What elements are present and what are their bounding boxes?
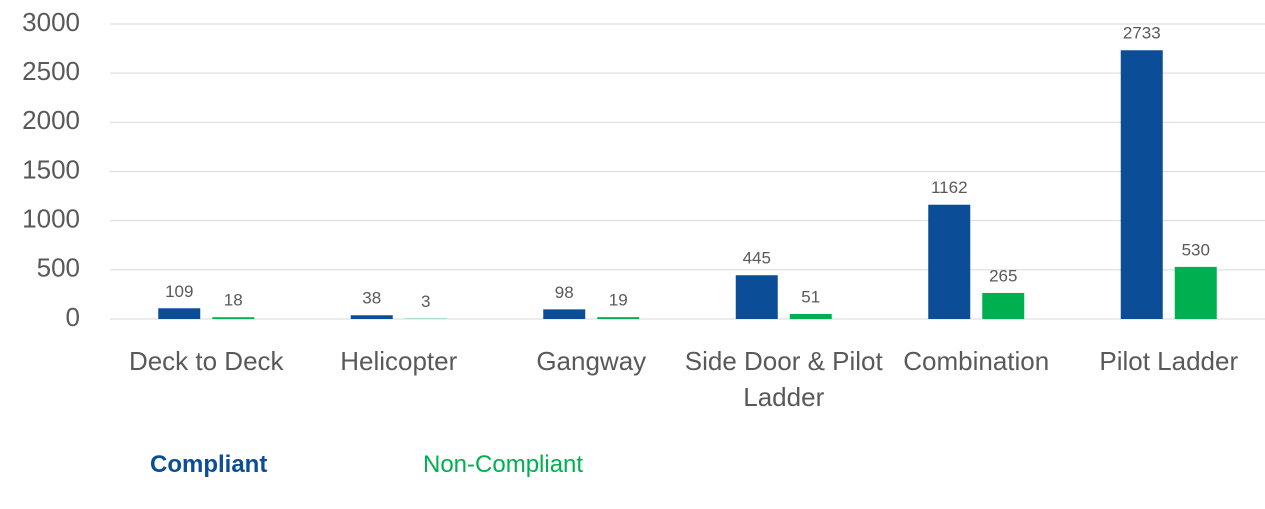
- y-tick-label: 500: [37, 253, 80, 283]
- legend-entry: Compliant: [150, 451, 268, 478]
- data-label: 445: [743, 249, 771, 268]
- bar: [158, 308, 201, 319]
- bar: [212, 317, 255, 319]
- x-tick-label: Side Door & Pilot Ladder: [684, 346, 883, 412]
- y-tick-label: 3000: [22, 7, 80, 37]
- bar: [735, 275, 778, 319]
- data-label: 2733: [1123, 24, 1161, 43]
- x-tick-label: Combination: [903, 346, 1050, 376]
- bar: [1120, 50, 1163, 319]
- x-tick-label: Deck to Deck: [128, 346, 284, 376]
- legend-entry: Non-Compliant: [423, 451, 584, 478]
- data-label: 530: [1182, 240, 1210, 259]
- y-tick-label: 1500: [22, 154, 80, 184]
- y-tick-label: 1000: [22, 204, 80, 234]
- x-tick-label: Gangway: [536, 346, 647, 376]
- bar: [350, 315, 393, 319]
- bar: [928, 204, 971, 319]
- data-label: 19: [609, 291, 628, 310]
- bar: [543, 309, 586, 319]
- x-tick-label: Pilot Ladder: [1099, 346, 1239, 376]
- x-tick-label: Helicopter: [340, 346, 458, 376]
- data-label: 3: [421, 292, 430, 311]
- data-label: 109: [165, 282, 193, 301]
- bar: [597, 317, 640, 319]
- data-label: 38: [362, 289, 381, 308]
- data-label: 18: [224, 291, 243, 310]
- bar: [1174, 266, 1217, 319]
- data-label: 1162: [931, 178, 968, 197]
- y-tick-label: 2500: [22, 56, 80, 86]
- data-label: 98: [555, 283, 574, 302]
- y-tick-label: 2000: [22, 105, 80, 135]
- data-label: 51: [801, 287, 820, 306]
- data-label: 265: [989, 266, 1017, 285]
- y-tick-label: 0: [66, 302, 80, 332]
- bar: [982, 292, 1025, 319]
- bar: [789, 313, 832, 319]
